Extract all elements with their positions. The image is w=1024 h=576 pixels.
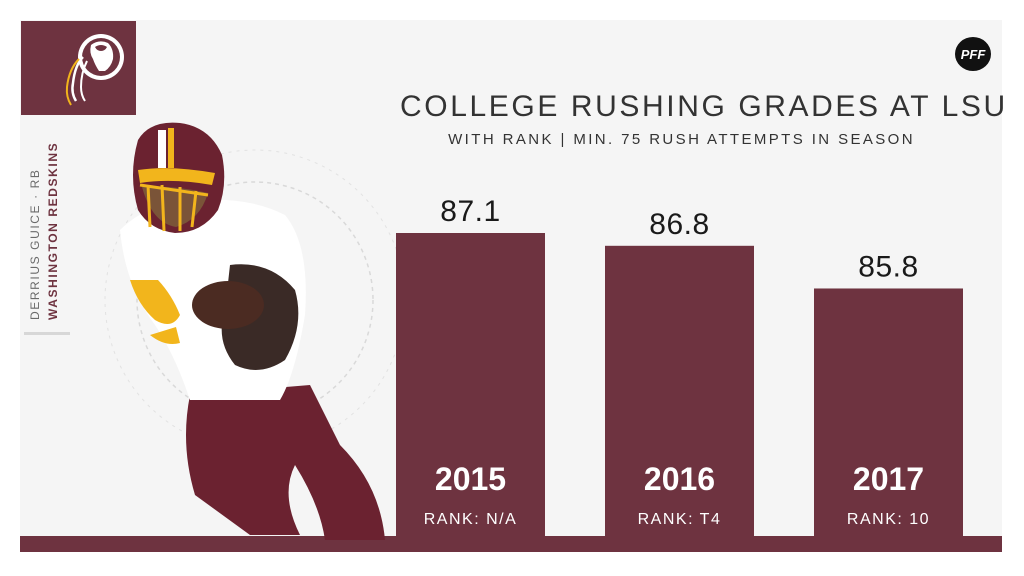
- pff-logo-text: PFF: [961, 47, 987, 62]
- pff-logo: PFF: [955, 37, 991, 71]
- bar-value-label-2015: 87.1: [440, 195, 500, 228]
- bar-value-label-2016: 86.8: [649, 208, 709, 241]
- chart-subtitle: WITH RANK | MIN. 75 RUSH ATTEMPTS IN SEA…: [448, 131, 915, 148]
- team-logo: [21, 21, 136, 115]
- player-photo: [104, 122, 400, 540]
- rank-label-2016: RANK: T4: [638, 511, 722, 528]
- bottom-band: [20, 536, 1002, 552]
- chart-title: COLLEGE RUSHING GRADES AT LSU: [400, 90, 1008, 123]
- bar-value-label-2017: 85.8: [858, 250, 918, 283]
- bar-2015: [396, 233, 545, 536]
- feather-head-icon: [65, 34, 124, 106]
- rank-label-2015: RANK: N/A: [424, 511, 518, 528]
- category-label-2015: 2015: [435, 461, 506, 497]
- bar-2017: [814, 288, 963, 536]
- caption-rule: [24, 332, 70, 335]
- category-label-2016: 2016: [644, 461, 715, 497]
- rank-label-2017: RANK: 10: [847, 511, 930, 528]
- bar-2016: [605, 245, 754, 537]
- category-label-2017: 2017: [853, 461, 924, 497]
